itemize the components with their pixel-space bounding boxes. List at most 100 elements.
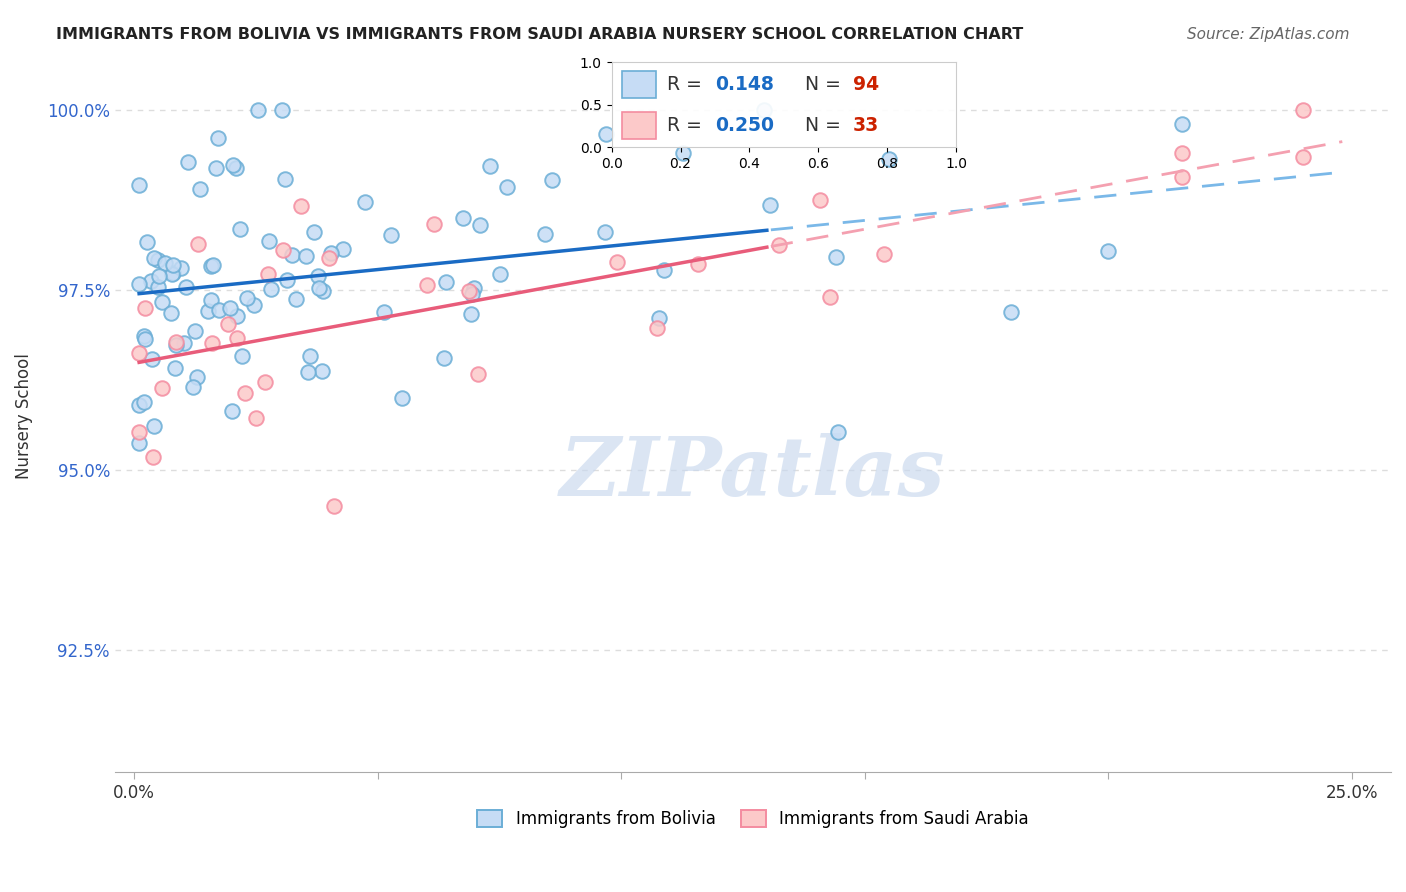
Text: 94: 94 (852, 75, 879, 94)
Point (139, 274, 162, 288)
Point (541, 173, 564, 187)
Point (184, 324, 207, 338)
Point (142, 450, 165, 464)
Point (478, 159, 501, 173)
Point (222, 158, 245, 172)
Point (228, 222, 250, 236)
Point (433, 351, 456, 366)
Point (1292, 150, 1315, 164)
Point (808, 193, 831, 207)
Point (150, 381, 173, 395)
Point (827, 425, 849, 440)
Point (141, 351, 163, 366)
Point (225, 161, 247, 175)
Point (332, 243, 354, 257)
Point (1170, 146, 1192, 161)
Point (285, 292, 308, 306)
Point (128, 277, 150, 291)
Text: ZIPatlas: ZIPatlas (560, 433, 946, 513)
Point (467, 368, 489, 382)
Point (155, 255, 177, 269)
Point (260, 282, 283, 296)
Point (162, 258, 184, 272)
Text: 0.250: 0.250 (716, 116, 773, 135)
Point (236, 292, 259, 306)
Point (197, 304, 219, 318)
Point (294, 248, 316, 262)
Point (652, 262, 675, 277)
Point (873, 247, 896, 261)
Point (134, 332, 156, 346)
Point (170, 260, 193, 275)
Point (205, 161, 228, 176)
Point (451, 211, 474, 225)
Point (391, 392, 413, 406)
Point (188, 182, 211, 196)
Point (312, 284, 335, 298)
Point (217, 317, 239, 331)
Point (176, 154, 198, 169)
Point (461, 286, 484, 301)
Point (672, 145, 695, 160)
Point (226, 331, 249, 345)
Point (173, 335, 195, 350)
Point (243, 298, 266, 312)
Point (160, 306, 183, 320)
Point (134, 394, 156, 409)
Point (768, 237, 790, 252)
Point (422, 217, 444, 231)
Point (165, 361, 187, 376)
Point (257, 267, 280, 281)
Text: N =: N = (804, 116, 846, 135)
Point (319, 245, 342, 260)
Point (143, 418, 166, 433)
Point (877, 152, 900, 166)
Point (128, 178, 150, 193)
Point (254, 375, 277, 389)
Point (128, 398, 150, 412)
Point (323, 499, 346, 513)
Text: R =: R = (666, 116, 707, 135)
Point (247, 103, 270, 117)
Point (221, 404, 243, 418)
Point (468, 219, 491, 233)
Point (595, 127, 617, 141)
Point (460, 307, 482, 321)
Point (1170, 117, 1192, 131)
Point (208, 302, 231, 317)
Point (202, 258, 225, 272)
Point (276, 273, 298, 287)
Point (606, 255, 628, 269)
Point (759, 198, 782, 212)
Point (380, 228, 402, 243)
Point (165, 338, 187, 352)
Point (297, 365, 319, 379)
Point (128, 425, 150, 440)
Point (436, 275, 458, 289)
Point (1000, 305, 1022, 319)
Point (1170, 169, 1192, 184)
Text: IMMIGRANTS FROM BOLIVIA VS IMMIGRANTS FROM SAUDI ARABIA NURSERY SCHOOL CORRELATI: IMMIGRANTS FROM BOLIVIA VS IMMIGRANTS FR… (56, 27, 1024, 42)
Bar (621, 71, 657, 98)
Point (458, 284, 481, 298)
Point (825, 250, 848, 264)
Point (165, 335, 187, 350)
Point (373, 304, 395, 318)
Point (150, 295, 173, 310)
Text: 0.148: 0.148 (716, 75, 773, 94)
Point (226, 309, 249, 323)
Point (146, 280, 169, 294)
Point (318, 251, 340, 265)
Point (647, 320, 669, 334)
Point (128, 435, 150, 450)
Point (128, 346, 150, 360)
Point (533, 227, 555, 241)
Point (200, 293, 222, 307)
Point (160, 267, 183, 281)
Y-axis label: Nursery School: Nursery School (15, 353, 32, 479)
Point (311, 364, 333, 378)
Point (134, 329, 156, 343)
Point (200, 260, 222, 274)
Text: Source: ZipAtlas.com: Source: ZipAtlas.com (1187, 27, 1350, 42)
Point (307, 268, 329, 283)
